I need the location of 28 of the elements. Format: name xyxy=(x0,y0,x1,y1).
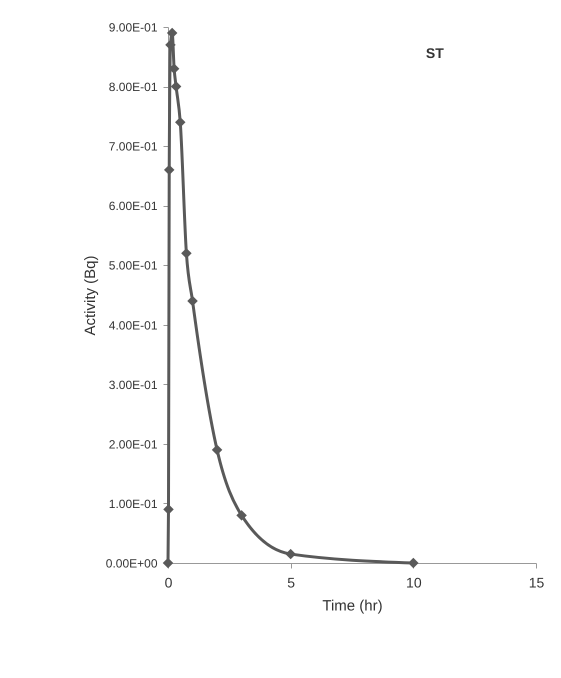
text: ST xyxy=(426,45,444,61)
y-tick-label: 5.00E-01 xyxy=(108,258,158,273)
point xyxy=(236,510,247,521)
point xyxy=(162,558,174,568)
x-tick-label: 15 xyxy=(528,574,544,590)
point xyxy=(285,548,296,560)
point xyxy=(164,164,174,176)
point xyxy=(408,558,419,568)
x-axis-title: Time (hr) xyxy=(322,598,383,614)
y-tick-label: 4.00E-01 xyxy=(108,318,158,332)
y-tick-label: 6.00E-01 xyxy=(108,199,158,214)
y-tick-label: 7.00E-01 xyxy=(108,140,158,154)
point xyxy=(175,117,186,128)
y-tick-label: 1.00E-01 xyxy=(108,496,158,511)
y-axis-title: Activity (Bq) xyxy=(82,255,99,336)
x-tick-label: 10 xyxy=(406,574,422,590)
point xyxy=(212,444,222,456)
y-tick-label: 0.00E+00 xyxy=(106,556,158,570)
x-tick-label: 5 xyxy=(287,574,296,590)
x-tick-label: 0 xyxy=(164,574,173,590)
y-tick-label: 2.00E-01 xyxy=(108,437,158,452)
point xyxy=(181,248,192,259)
y-tick-label: 8.00E-01 xyxy=(108,80,158,94)
y-tick-label: 9.00E-01 xyxy=(108,20,158,34)
y-tick-label: 3.00E-01 xyxy=(108,378,158,392)
point xyxy=(170,81,182,92)
point xyxy=(187,296,198,306)
point xyxy=(163,504,174,515)
